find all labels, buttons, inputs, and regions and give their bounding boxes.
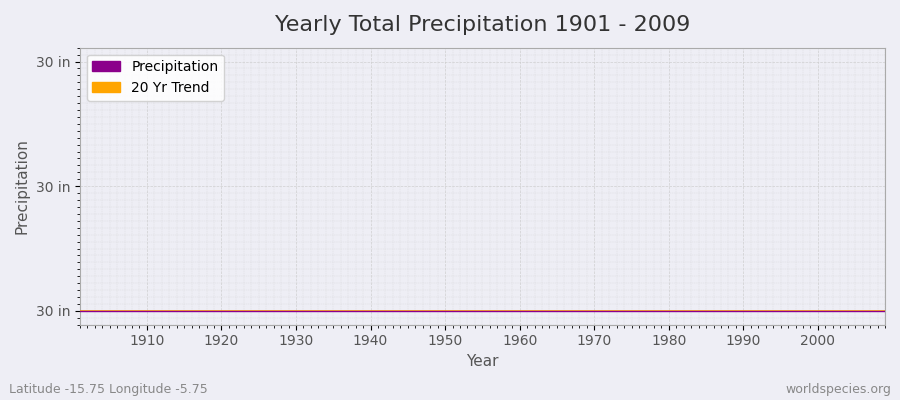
Text: worldspecies.org: worldspecies.org [785,383,891,396]
Title: Yearly Total Precipitation 1901 - 2009: Yearly Total Precipitation 1901 - 2009 [274,15,690,35]
X-axis label: Year: Year [466,354,499,369]
Y-axis label: Precipitation: Precipitation [15,138,30,234]
Legend: Precipitation, 20 Yr Trend: Precipitation, 20 Yr Trend [86,55,224,101]
Text: Latitude -15.75 Longitude -5.75: Latitude -15.75 Longitude -5.75 [9,383,208,396]
